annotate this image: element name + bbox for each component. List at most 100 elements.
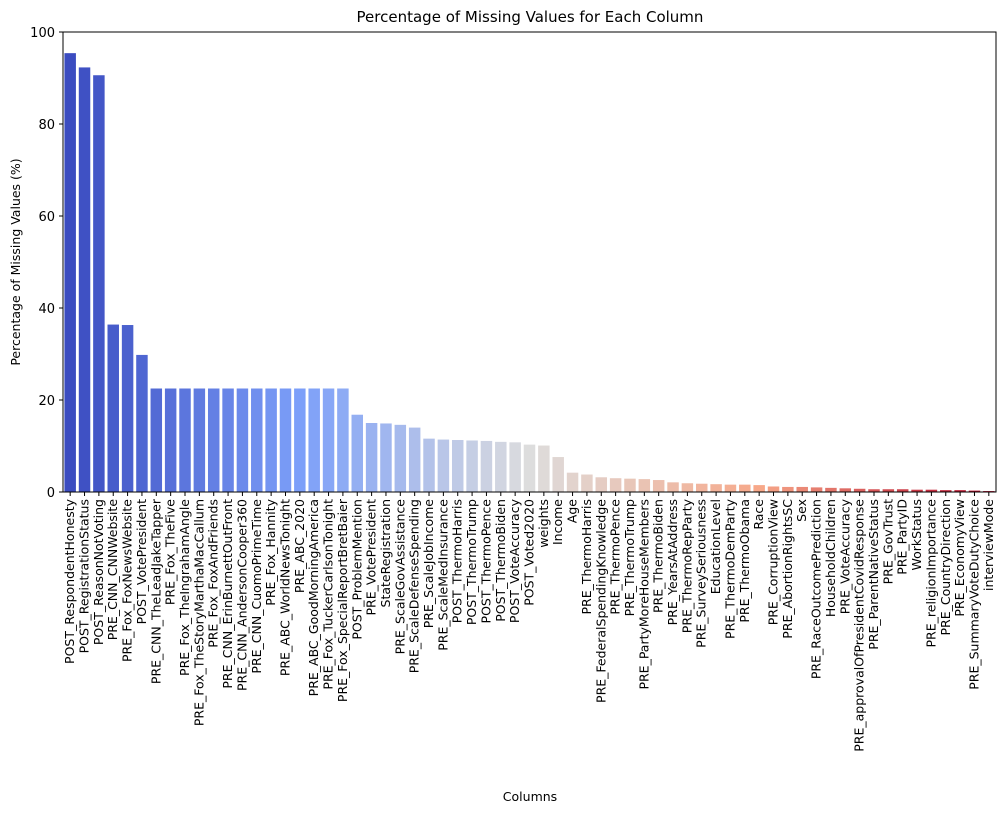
x-tick-label: PRE_approvalOfPresidentCovidResponse — [852, 499, 867, 752]
x-tick-label: PRE_CNN_CuomoPrimeTime — [249, 499, 264, 674]
x-tick-label: PRE_Fox_Hannity — [263, 498, 278, 605]
x-tick-label: PRE_PartyMoreHouseMembers — [636, 499, 651, 690]
x-tick-label: PRE_ThermoHarris — [579, 499, 594, 614]
x-tick-label: PRE_ThermoTrump — [622, 499, 637, 616]
x-tick-label: PRE_ABC_WorldNewsTonight — [277, 499, 292, 676]
y-axis: 0 20 40 60 80 100 — [30, 26, 63, 501]
x-tick-label: POST_ThermoBiden — [493, 499, 508, 622]
bar — [408, 427, 421, 492]
y-tick-label: 100 — [30, 26, 55, 41]
bar — [896, 489, 909, 492]
x-tick-label: PRE_PartyID — [895, 499, 910, 575]
bar — [566, 472, 579, 492]
x-tick-label: POST_Voted2020 — [522, 499, 537, 606]
bar — [696, 483, 708, 492]
x-tick-label: POST_VoteAccuracy — [507, 498, 522, 623]
x-tick-label: PRE_religionImportance — [923, 499, 938, 648]
x-tick-label: PRE_ScaleMedInsurance — [435, 499, 450, 651]
bar — [954, 490, 966, 492]
x-tick-label: PRE_FederalSpendingKnowledge — [593, 499, 608, 703]
bar — [810, 487, 823, 492]
bar — [207, 388, 220, 492]
x-tick-label: PRE_ThermoBiden — [651, 499, 666, 613]
x-tick-label: PRE_CNN_CNNWebsite — [105, 499, 120, 641]
x-tick-label: WorkStatus — [909, 499, 924, 570]
x-tick-label: PRE_ScaleDefenseSpending — [407, 499, 422, 673]
bar — [868, 489, 880, 492]
bar — [968, 490, 981, 492]
bar — [64, 53, 76, 492]
x-tick-label: PRE_Fox_FoxNewsWebsite — [120, 499, 135, 662]
bar — [796, 486, 808, 492]
bar — [767, 486, 780, 492]
bar — [724, 484, 737, 492]
x-tick-label: PRE_Fox_SpecialReportBretBaier — [335, 498, 350, 702]
bar — [423, 438, 435, 492]
x-tick-label: interviewMode — [981, 499, 996, 591]
x-tick-label: PRE_SurveySeriousness — [694, 499, 709, 648]
y-tick-label: 80 — [38, 118, 55, 133]
bar — [265, 388, 277, 492]
x-tick-label: PRE_ParentNativeStatus — [866, 499, 881, 650]
bar — [337, 388, 349, 492]
bar — [652, 480, 665, 492]
bar — [222, 388, 234, 492]
x-tick-label: Income — [550, 499, 565, 545]
x-tick-label: PRE_VoteAccuracy — [837, 498, 852, 614]
bar — [853, 488, 866, 492]
bar — [451, 440, 464, 492]
x-tick-label: PRE_CNN_TheLeadJakeTapper — [148, 498, 163, 684]
x-tick-label: Age — [565, 499, 580, 523]
x-tick-label: PRE_GovTrust — [880, 499, 895, 584]
bar — [523, 444, 536, 492]
y-tick-label: 60 — [38, 210, 55, 225]
x-tick-label: PRE_RaceOutcomePrediction — [809, 499, 824, 679]
x-tick-label: POST_ThermoHarris — [450, 499, 465, 623]
bar — [509, 442, 521, 492]
bar — [609, 478, 622, 492]
bar — [179, 388, 191, 492]
x-tick-label: PRE_AbortionRightsSC — [780, 499, 795, 639]
bar — [940, 490, 952, 492]
x-tick-label: POST_ThermoPence — [478, 499, 493, 624]
bar — [437, 439, 450, 492]
x-tick-label: POST_VotePresident — [134, 499, 149, 624]
x-tick-label: PRE_ThermoObama — [737, 499, 752, 623]
bar — [308, 388, 320, 492]
bar — [136, 354, 148, 492]
bar — [480, 440, 493, 492]
x-tick-label: PRE_YearsAtAddress — [665, 499, 680, 625]
x-tick-label: weights — [536, 499, 551, 548]
x-tick-label: POST_ThermoTrump — [464, 499, 479, 625]
x-tick-label: PRE_CorruptionView — [766, 499, 781, 625]
y-tick-label: 40 — [38, 302, 55, 317]
x-tick-label: PRE_ABC_2020 — [292, 499, 307, 593]
bar — [667, 482, 679, 492]
bar — [164, 388, 177, 492]
bar — [739, 484, 751, 492]
x-tick-label: PRE_Fox_TheIngrahamAngle — [177, 499, 192, 676]
x-tick-label: POST_ProblemMention — [349, 499, 364, 640]
bar — [681, 483, 694, 492]
x-tick-label: PRE_ScaleJobIncome — [421, 499, 436, 629]
x-tick-label: PRE_ABC_GoodMorningAmerica — [306, 499, 321, 696]
bar — [552, 457, 564, 492]
x-tick-label: PRE_Fox_TheStoryMarthaMacCallum — [191, 499, 206, 726]
bar — [365, 423, 378, 492]
x-tick-label: Sex — [794, 499, 809, 522]
x-tick-label: StateRegistration — [378, 499, 393, 607]
bar — [251, 388, 263, 492]
bar — [394, 424, 407, 492]
x-tick-label: POST_RespondentHonesty — [62, 498, 77, 664]
bar — [753, 485, 765, 492]
bar — [638, 479, 651, 492]
bar — [581, 474, 593, 492]
x-tick-label: PRE_Fox_TuckerCarlsonTonight — [321, 499, 336, 690]
y-tick-label: 0 — [47, 486, 55, 501]
bar — [279, 388, 292, 492]
x-tick-label: PRE_SummaryVoteDutyChoice — [966, 499, 981, 690]
bar — [193, 388, 206, 492]
bar — [710, 484, 722, 492]
chart-title: Percentage of Missing Values for Each Co… — [357, 8, 704, 26]
